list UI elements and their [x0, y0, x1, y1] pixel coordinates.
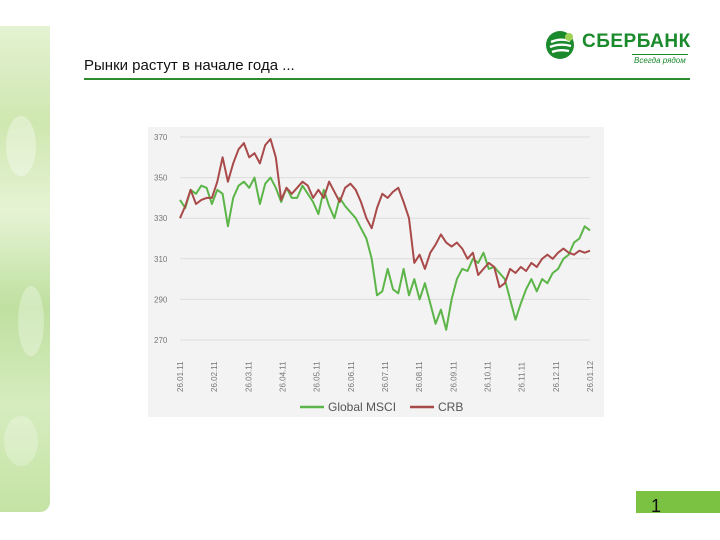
- slide-title: Рынки растут в начале года ...: [84, 57, 295, 74]
- y-tick-labels: 270 290 310 330 350 370: [154, 133, 168, 345]
- y-tick-label: 290: [154, 295, 168, 304]
- sberbank-logo: СБЕРБАНК Всегда рядом: [544, 27, 694, 67]
- x-tick-label: 26.06.11: [347, 361, 356, 392]
- page-number: 1: [651, 496, 662, 516]
- logo-divider: [632, 54, 688, 55]
- x-tick-label: 26.10.11: [484, 361, 493, 392]
- x-tick-labels: 26.01.11 26.02.11 26.03.11 26.04.11 26.05.11…: [176, 360, 595, 392]
- y-tick-label: 330: [154, 214, 168, 223]
- x-tick-label: 26.11.11: [518, 361, 527, 392]
- x-tick-label: 26.01.11: [176, 361, 185, 392]
- x-tick-label: 26.05.11: [313, 361, 322, 392]
- series-lines: [179, 138, 591, 331]
- x-tick-label: 26.08.11: [415, 361, 424, 392]
- x-tick-label: 26.09.11: [449, 361, 458, 392]
- x-tick-label: 26.04.11: [279, 361, 288, 392]
- y-tick-label: 350: [154, 174, 168, 183]
- decor-spot: [18, 286, 44, 356]
- chart-svg: 270 290 310 330 350 370 26.01.11 26.02.11 26.03…: [148, 127, 604, 417]
- decor-spot: [4, 416, 38, 466]
- logo-slogan: Всегда рядом: [634, 56, 686, 65]
- y-tick-label: 270: [154, 336, 168, 345]
- legend: Global MSCI CRB: [300, 400, 463, 414]
- x-tick-label: 26.01.12: [586, 360, 595, 392]
- y-tick-label: 310: [154, 255, 168, 264]
- logo-name: СБЕРБАНК: [582, 31, 691, 52]
- chart-background: [148, 127, 604, 417]
- page-badge: [636, 491, 720, 513]
- line-chart: 270 290 310 330 350 370 26.01.11 26.02.11 26.03…: [148, 127, 604, 417]
- legend-label: Global MSCI: [328, 400, 396, 414]
- y-tick-label: 370: [154, 133, 168, 142]
- legend-label: CRB: [438, 400, 463, 414]
- x-tick-label: 26.12.11: [552, 361, 561, 392]
- x-tick-label: 26.03.11: [244, 361, 253, 392]
- x-tick-label: 26.07.11: [381, 361, 390, 392]
- left-decorative-panel: [0, 26, 50, 512]
- sberbank-logo-icon: [546, 31, 574, 59]
- series-line-global-msci: [179, 176, 591, 331]
- x-tick-label: 26.02.11: [210, 361, 219, 392]
- decor-spot: [6, 116, 36, 176]
- title-divider: [84, 78, 690, 80]
- series-line-crb: [179, 138, 591, 289]
